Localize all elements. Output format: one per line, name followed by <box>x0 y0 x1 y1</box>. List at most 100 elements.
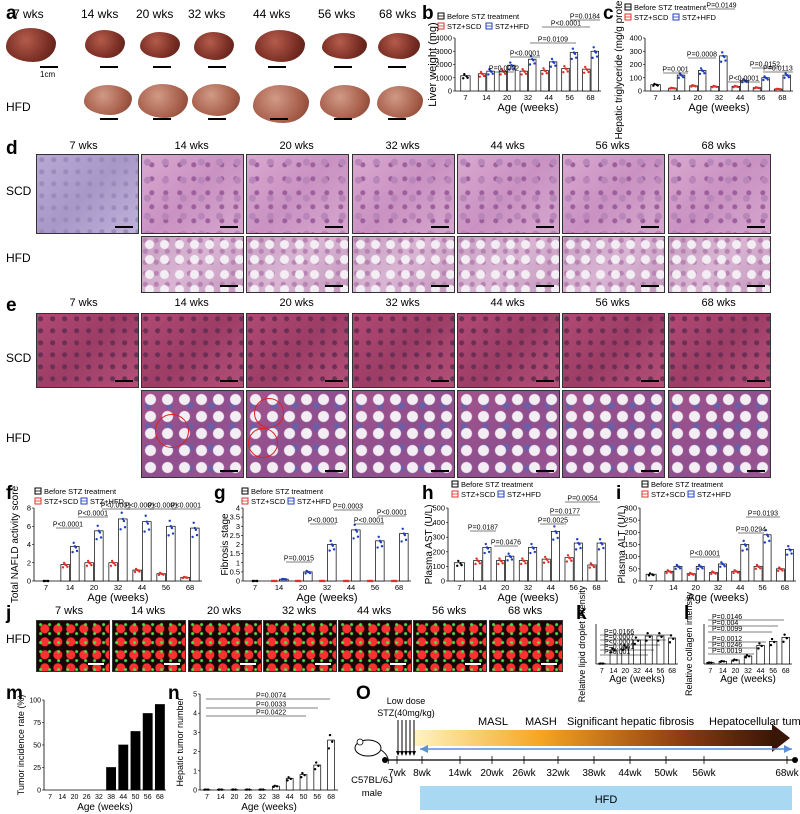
mouse-strain-label: C57BL/6J <box>351 775 393 786</box>
scale-bar <box>641 226 659 228</box>
y-tick-label: 250 <box>624 516 637 525</box>
data-point <box>647 574 651 577</box>
data-point <box>503 72 507 75</box>
data-point <box>220 788 223 791</box>
data-point <box>528 63 532 66</box>
data-point <box>356 535 360 538</box>
data-point <box>671 86 674 90</box>
data-point <box>352 537 355 540</box>
data-point <box>700 69 704 72</box>
data-point <box>710 572 713 576</box>
y-tick-label: 0 <box>193 788 197 795</box>
legend-label-hfd: STZ+HFD <box>682 13 717 22</box>
data-point <box>562 71 565 74</box>
data-point <box>66 565 69 568</box>
data-point <box>85 564 89 567</box>
x-tick-label: 68 <box>592 583 600 592</box>
data-point <box>456 564 459 567</box>
data-point <box>138 570 141 573</box>
y-tick-label: 3 <box>236 522 240 531</box>
masson-tile-scd <box>352 313 455 388</box>
fluorescence-tile <box>36 620 110 672</box>
data-point <box>720 561 723 564</box>
data-point <box>157 573 161 577</box>
x-tick-label: 44 <box>736 583 744 592</box>
p-value-label: P<0.0001 <box>377 510 407 517</box>
bar-before <box>645 573 657 582</box>
liver-photo-scd <box>255 30 305 62</box>
scale-bar <box>431 226 449 228</box>
data-point <box>634 636 638 639</box>
scale-bar <box>536 380 554 382</box>
p-value-label: P=0.0007 <box>604 634 634 641</box>
data-point <box>133 570 137 574</box>
age-label: 14 wks <box>174 297 209 309</box>
data-point <box>119 528 122 531</box>
masson-tile-scd <box>141 313 244 388</box>
scale-bar <box>164 663 180 665</box>
data-point <box>501 562 504 565</box>
p-value-label: P=0.0193 <box>748 511 778 518</box>
scale-bar <box>240 663 256 665</box>
data-point <box>71 550 74 554</box>
y-tick-label: 25 <box>33 765 41 772</box>
data-point <box>779 567 782 571</box>
x-tick-label: 68 <box>186 583 194 592</box>
age-label: 32 wks <box>385 140 420 152</box>
data-point <box>690 572 693 575</box>
week-label: 56wk <box>692 768 716 779</box>
p-value-label: P=0.001 <box>662 67 688 74</box>
week-label: 8wk <box>413 768 432 779</box>
data-point <box>673 87 676 90</box>
legend-label-hfd: STZ+HFD <box>697 490 732 499</box>
data-point <box>721 51 724 54</box>
y-tick-label: 0 <box>27 577 31 586</box>
injection-arrowhead <box>400 751 404 756</box>
data-point <box>776 87 780 91</box>
x-tick-label: 44 <box>645 668 653 675</box>
x-tick-label: 26 <box>83 794 91 801</box>
bar <box>769 640 778 665</box>
data-point <box>475 557 478 560</box>
p-value-label: P=0.0025 <box>538 518 568 525</box>
bar <box>327 739 335 791</box>
week-label: 14wk <box>448 768 472 779</box>
p-value-label: P<0.0001 <box>125 503 155 510</box>
data-point <box>610 651 613 654</box>
data-point <box>86 559 90 563</box>
data-point <box>707 661 711 664</box>
data-point <box>99 536 103 539</box>
data-point <box>162 573 165 576</box>
he-tile-scd <box>457 154 560 234</box>
x-tick-label: 44 <box>347 583 355 592</box>
scale-bar <box>208 118 226 120</box>
y-tick-label: 4 <box>193 711 197 718</box>
data-point <box>590 563 594 567</box>
scale-bar <box>220 380 238 382</box>
data-point <box>720 659 723 663</box>
data-point <box>549 65 553 68</box>
hfd-diet-label: HFD <box>595 794 618 806</box>
data-point <box>72 541 75 545</box>
p-value-label: P<0.0001 <box>729 76 759 83</box>
data-point <box>61 566 65 569</box>
p-value-label: P=0.0113 <box>763 66 793 73</box>
data-point <box>147 528 151 531</box>
data-point <box>745 548 749 551</box>
y-tick-label: 0 <box>37 788 41 795</box>
data-point <box>588 566 591 569</box>
x-tick-label: 7 <box>44 583 48 592</box>
data-point <box>556 536 559 540</box>
data-point <box>781 569 784 572</box>
data-point <box>347 579 350 583</box>
x-tick-label: 20 <box>90 583 98 592</box>
x-tick-label: 56 <box>758 583 766 592</box>
x-tick-label: 14 <box>217 794 225 801</box>
data-point <box>719 60 723 63</box>
data-point <box>378 539 382 543</box>
data-point <box>170 526 174 530</box>
he-tile-scd <box>246 154 349 234</box>
age-label: 44 wks <box>490 297 525 309</box>
x-axis-label: Age (weeks) <box>688 102 749 114</box>
age-label: 32 wks <box>385 297 420 309</box>
